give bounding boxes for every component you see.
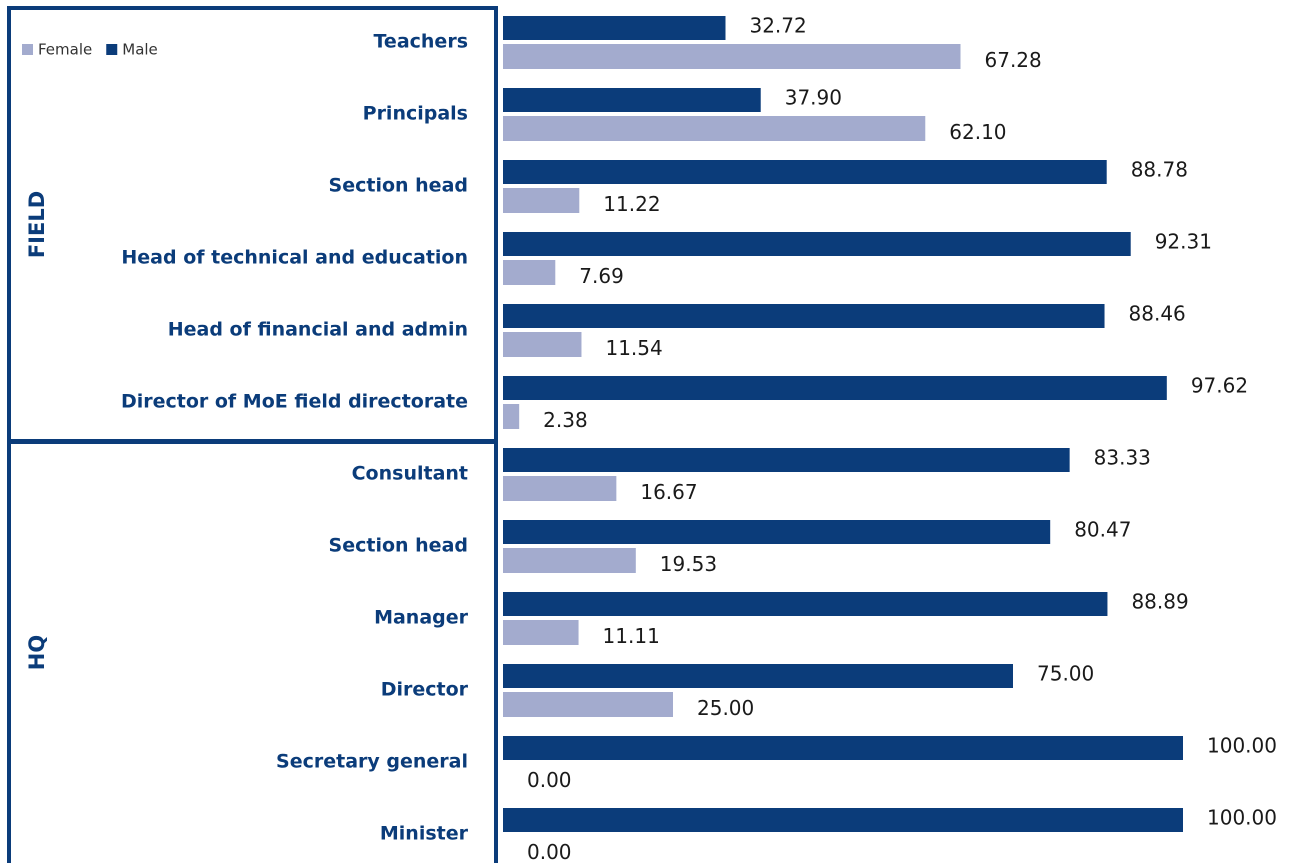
bar — [503, 448, 1070, 472]
bar — [503, 160, 1107, 184]
value-label: 11.11 — [603, 624, 660, 648]
bar — [503, 808, 1183, 832]
value-label: 32.72 — [749, 14, 806, 38]
value-label: 11.54 — [605, 336, 662, 360]
bar — [503, 116, 926, 141]
value-label: 0.00 — [527, 840, 572, 863]
category-label: Consultant — [352, 463, 468, 485]
category-label: Secretary general — [276, 751, 468, 773]
category-label: Head of technical and education — [121, 247, 468, 269]
legend-swatch — [22, 44, 33, 55]
bar — [503, 520, 1051, 544]
category-label: Director of MoE field directorate — [121, 391, 468, 413]
legend-label: Male — [122, 41, 158, 59]
value-label: 7.69 — [579, 264, 624, 288]
value-label: 100.00 — [1207, 734, 1277, 758]
value-label: 37.90 — [785, 86, 842, 110]
value-label: 83.33 — [1094, 446, 1151, 470]
bar — [503, 692, 673, 717]
category-label: Director — [381, 679, 469, 701]
bar — [503, 664, 1013, 688]
category-label: Minister — [380, 823, 469, 845]
value-label: 88.78 — [1131, 158, 1188, 182]
bar — [503, 476, 617, 501]
bar — [503, 548, 636, 573]
bar — [503, 592, 1108, 616]
value-label: 16.67 — [640, 480, 697, 504]
group-label: FIELD — [25, 191, 49, 258]
value-label: 80.47 — [1074, 518, 1131, 542]
bar — [503, 232, 1131, 256]
group-label: HQ — [25, 635, 49, 670]
value-label: 75.00 — [1037, 662, 1094, 686]
category-label: Manager — [374, 607, 469, 629]
category-label: Teachers — [374, 31, 469, 53]
bar — [503, 376, 1167, 400]
value-label: 25.00 — [697, 696, 754, 720]
value-label: 0.00 — [527, 768, 572, 792]
bar — [503, 16, 726, 40]
bar — [503, 44, 961, 69]
category-label: Section head — [329, 175, 468, 197]
bar — [503, 332, 582, 357]
category-label: Head of financial and admin — [168, 319, 468, 341]
value-label: 88.46 — [1129, 302, 1186, 326]
value-label: 88.89 — [1131, 590, 1188, 614]
bar — [503, 404, 520, 429]
legend-swatch — [106, 44, 118, 55]
bar — [503, 304, 1105, 328]
group-box — [7, 6, 498, 443]
bar — [503, 620, 579, 645]
group-box — [7, 440, 498, 863]
bar — [503, 188, 580, 213]
value-label: 62.10 — [949, 120, 1006, 144]
legend-label: Female — [38, 41, 92, 59]
value-label: 100.00 — [1207, 806, 1277, 830]
category-label: Section head — [329, 535, 468, 557]
value-label: 67.28 — [985, 48, 1042, 72]
bar — [503, 260, 556, 285]
value-label: 19.53 — [660, 552, 717, 576]
value-label: 97.62 — [1191, 374, 1248, 398]
value-label: 2.38 — [543, 408, 588, 432]
value-label: 11.22 — [603, 192, 660, 216]
bar — [503, 736, 1183, 760]
category-label: Principals — [363, 103, 468, 125]
bar — [503, 88, 761, 112]
value-label: 92.31 — [1155, 230, 1212, 254]
